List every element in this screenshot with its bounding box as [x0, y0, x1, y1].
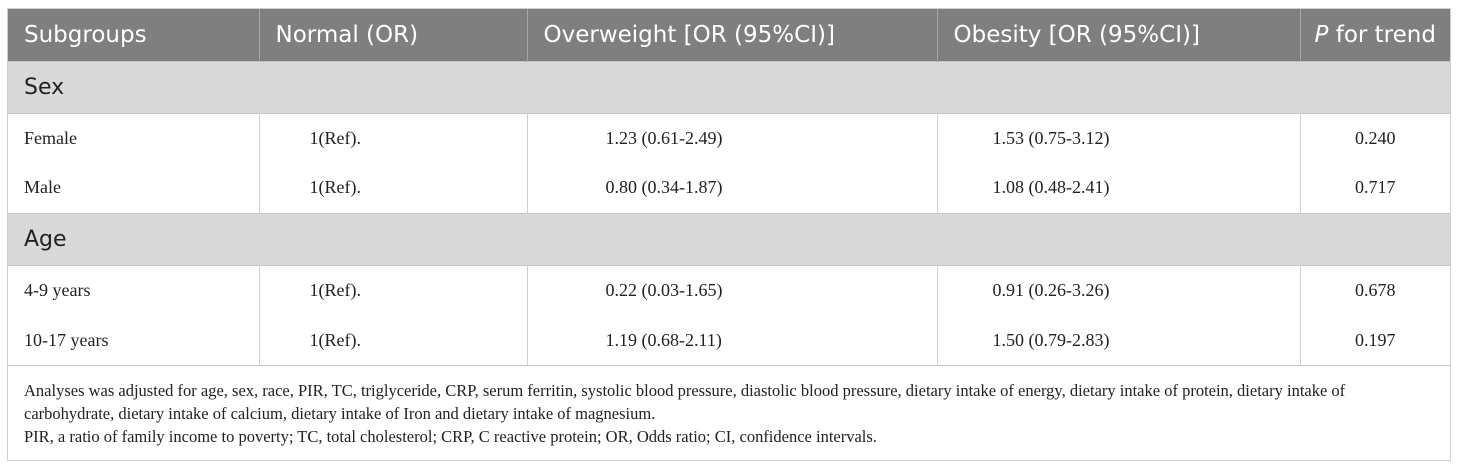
- cell-obesity: 1.53 (0.75-3.12): [936, 113, 1300, 163]
- cell-obesity: 1.50 (0.79-2.83): [936, 315, 1300, 365]
- cell-p-trend: 0.197: [1299, 315, 1450, 365]
- cell-overweight: 1.19 (0.68-2.11): [526, 315, 937, 365]
- cell-normal: 1(Ref).: [258, 113, 527, 163]
- group-label: Sex: [8, 60, 1450, 114]
- table-row: Male 1(Ref). 0.80 (0.34-1.87) 1.08 (0.48…: [8, 163, 1450, 213]
- header-normal: Normal (OR): [258, 9, 527, 61]
- header-obesity: Obesity [OR (95%CI)]: [936, 9, 1300, 61]
- cell-normal: 1(Ref).: [258, 163, 527, 213]
- subgroup-results-table: Subgroups Normal (OR) Overweight [OR (95…: [8, 9, 1450, 365]
- cell-obesity: 1.08 (0.48-2.41): [936, 163, 1300, 213]
- header-p-for-trend: P for trend: [1299, 9, 1450, 61]
- cell-subgroup: 4-9 years: [24, 279, 91, 300]
- cell-p-trend: 0.678: [1299, 265, 1450, 315]
- header-subgroups: Subgroups: [8, 9, 259, 61]
- cell-overweight: 1.23 (0.61-2.49): [526, 113, 937, 163]
- cell-overweight: 0.80 (0.34-1.87): [526, 163, 937, 213]
- cell-p-trend: 0.240: [1299, 113, 1450, 163]
- cell-overweight: 0.22 (0.03-1.65): [526, 265, 937, 315]
- cell-subgroup: Female: [24, 127, 77, 148]
- footnote-abbreviations: PIR, a ratio of family income to poverty…: [24, 427, 877, 446]
- table-row: Female 1(Ref). 1.23 (0.61-2.49) 1.53 (0.…: [8, 113, 1450, 163]
- cell-obesity: 0.91 (0.26-3.26): [936, 265, 1300, 315]
- group-row-sex: Sex: [8, 60, 1450, 114]
- cell-normal: 1(Ref).: [258, 265, 527, 315]
- footnote-adjustment: Analyses was adjusted for age, sex, race…: [24, 381, 1346, 423]
- header-p-italic: P: [1314, 21, 1329, 48]
- cell-p-trend: 0.717: [1299, 163, 1450, 213]
- table-footnote: Analyses was adjusted for age, sex, race…: [8, 365, 1450, 460]
- group-row-age: Age: [8, 212, 1450, 266]
- header-p-rest: for trend: [1328, 21, 1436, 48]
- cell-subgroup: Male: [24, 177, 61, 198]
- cell-subgroup: 10-17 years: [24, 329, 109, 350]
- table-row: 4-9 years 1(Ref). 0.22 (0.03-1.65) 0.91 …: [8, 265, 1450, 315]
- table-row: 10-17 years 1(Ref). 1.19 (0.68-2.11) 1.5…: [8, 315, 1450, 365]
- header-row: Subgroups Normal (OR) Overweight [OR (95…: [8, 9, 1450, 61]
- header-overweight: Overweight [OR (95%CI)]: [526, 9, 937, 61]
- cell-normal: 1(Ref).: [258, 315, 527, 365]
- group-label: Age: [8, 212, 1450, 266]
- results-table-container: Subgroups Normal (OR) Overweight [OR (95…: [7, 8, 1451, 461]
